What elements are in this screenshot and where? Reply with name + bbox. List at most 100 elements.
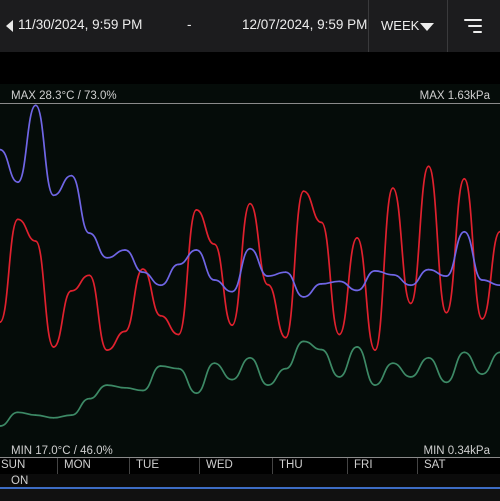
temperature-series-point	[177, 333, 180, 336]
temperature-series-point	[52, 346, 55, 348]
start-date[interactable]: 11/30/2024, 9:59 PM	[18, 17, 143, 32]
menu-lines-icon	[464, 19, 482, 33]
humidity-series-point	[159, 284, 162, 287]
temperature-series-point	[463, 177, 466, 180]
humidity-series-point	[106, 256, 108, 259]
day-tick	[129, 458, 130, 474]
temperature-series-point	[34, 240, 37, 243]
min-left-label: MIN 17.0°C / 46.0%	[11, 445, 113, 457]
min-right-label: MIN 0.34kPa	[423, 445, 490, 457]
status-line	[0, 487, 500, 489]
top-bar: 11/30/2024, 9:59 PM - 12/07/2024, 9:59 P…	[0, 0, 500, 52]
day-label: THU	[279, 459, 303, 471]
day-label: TUE	[136, 459, 159, 471]
temperature-series	[0, 165, 500, 351]
humidity-series-point	[481, 279, 483, 281]
status-label: ON	[11, 475, 29, 487]
humidity-series-point	[88, 232, 91, 235]
max-line	[0, 103, 500, 104]
humidity-series-point	[52, 194, 55, 197]
menu-button[interactable]	[448, 0, 500, 52]
date-range-selector[interactable]: 11/30/2024, 9:59 PM - 12/07/2024, 9:59 P…	[0, 0, 368, 52]
day-label: MON	[64, 459, 91, 471]
vpd-series-point	[356, 346, 358, 348]
vpd-series-point	[159, 365, 162, 367]
humidity-series-point	[267, 275, 269, 277]
day-tick	[347, 458, 348, 474]
end-date[interactable]: 12/07/2024, 9:59 PM	[242, 17, 368, 32]
vpd-series-point	[34, 414, 37, 416]
temperature-series-point	[445, 311, 448, 314]
humidity-series-point	[177, 263, 180, 266]
temperature-series-point	[88, 274, 91, 277]
vpd-series-point	[249, 356, 251, 359]
max-left-label: MAX 28.3°C / 73.0%	[11, 90, 117, 102]
humidity-series-point	[284, 271, 287, 274]
temperature-series-point	[17, 218, 19, 221]
day-tick	[417, 458, 418, 474]
divider	[368, 0, 369, 52]
humidity-series-point	[392, 273, 394, 276]
vpd-series-point	[302, 340, 305, 343]
vpd-series-point	[481, 373, 483, 375]
vpd-series-point	[427, 356, 430, 359]
humidity-series-point	[249, 247, 251, 250]
temperature-series-point	[409, 302, 412, 305]
temperature-series-point	[320, 221, 323, 224]
vpd-series-point	[267, 384, 269, 386]
temperature-series-point	[302, 190, 305, 193]
temperature-series-point	[231, 324, 234, 327]
humidity-series-point	[70, 174, 73, 177]
vpd-series-point	[445, 381, 448, 384]
min-line	[0, 457, 500, 458]
day-tick	[272, 458, 273, 474]
temperature-series-point	[70, 290, 73, 292]
humidity-series	[0, 104, 500, 298]
range-separator: -	[187, 17, 192, 32]
temperature-series-point	[249, 202, 251, 205]
temperature-series-point	[374, 349, 376, 351]
humidity-series-point	[302, 296, 305, 298]
chevron-down-icon	[420, 23, 434, 31]
divider	[447, 0, 448, 52]
day-axis: SUN MON TUE WED THU FRI SAT	[0, 458, 500, 474]
chevron-left-icon[interactable]	[6, 20, 13, 32]
vpd-series-point	[106, 384, 108, 386]
humidity-series-point	[0, 148, 1, 151]
humidity-series-point	[142, 271, 144, 274]
temperature-series-point	[356, 237, 358, 239]
humidity-series-point	[445, 275, 448, 277]
humidity-series-point	[320, 283, 323, 285]
vpd-series-point	[70, 414, 73, 416]
vpd-series-point	[409, 376, 412, 378]
vpd-series-point	[374, 384, 376, 386]
temperature-series-point	[338, 333, 341, 336]
humidity-series-point	[17, 181, 19, 184]
humidity-series-point	[463, 230, 466, 233]
humidity-series-point	[409, 284, 412, 287]
humidity-series-point	[374, 270, 376, 272]
temperature-series-point	[481, 318, 483, 320]
day-label: FRI	[354, 459, 373, 471]
day-label: WED	[206, 459, 233, 471]
vpd-series	[0, 340, 500, 427]
temperature-series-point	[124, 330, 126, 333]
day-tick	[199, 458, 200, 474]
vpd-series-point	[177, 367, 180, 370]
vpd-series-point	[213, 362, 216, 365]
humidity-series-point	[231, 290, 234, 293]
temperature-series-point	[142, 268, 144, 270]
temperature-series-point	[284, 336, 287, 339]
bottom-bar	[0, 489, 500, 501]
humidity-series-point	[34, 104, 37, 107]
vpd-series-point	[284, 367, 287, 370]
vpd-series-point	[0, 425, 1, 427]
humidity-series-point	[338, 280, 341, 283]
temperature-series-point	[267, 283, 269, 286]
period-dropdown[interactable]: WEEK	[369, 0, 447, 52]
day-label: SUN	[1, 459, 26, 471]
vpd-series-point	[195, 392, 198, 395]
vpd-series-point	[88, 397, 91, 400]
period-label: WEEK	[381, 18, 420, 33]
